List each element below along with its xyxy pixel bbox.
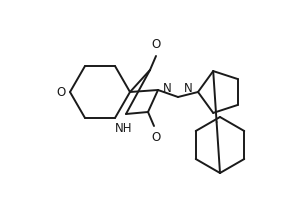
Text: NH: NH	[115, 122, 133, 135]
Text: O: O	[57, 86, 66, 98]
Text: N: N	[184, 82, 193, 96]
Text: O: O	[152, 38, 160, 51]
Text: N: N	[163, 82, 172, 95]
Text: O: O	[152, 131, 160, 144]
